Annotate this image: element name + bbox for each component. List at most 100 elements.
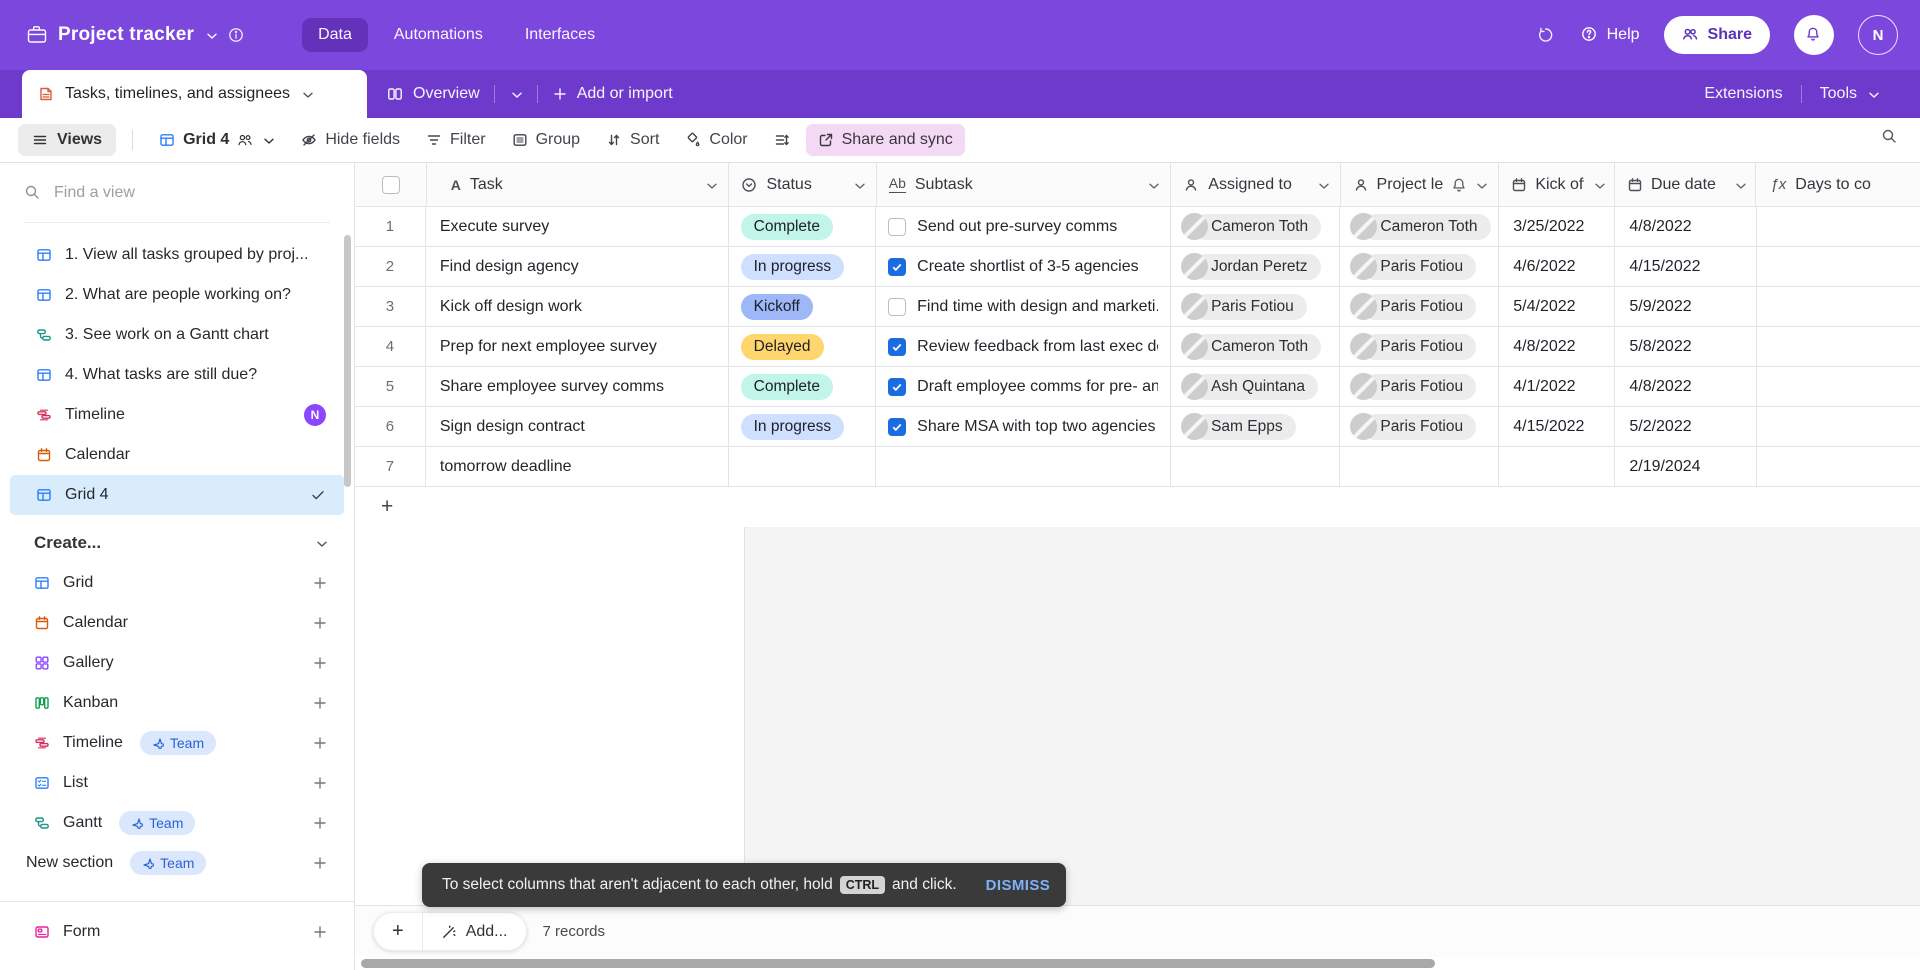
create-section-header[interactable]: Create... xyxy=(34,533,328,553)
select-all-checkbox[interactable] xyxy=(382,175,401,194)
chevron-down-icon[interactable] xyxy=(852,178,866,192)
cell-subtask[interactable]: Create shortlist of 3-5 agencies xyxy=(876,247,1172,287)
create-grid-item[interactable]: Grid xyxy=(0,563,354,603)
create-gallery-item[interactable]: Gallery xyxy=(0,643,354,683)
sidebar-scrollbar[interactable] xyxy=(344,235,351,487)
cell-status[interactable]: Complete xyxy=(728,207,877,247)
cell-assigned-to[interactable]: Paris Fotiou xyxy=(1171,287,1341,327)
table-list-chevron[interactable] xyxy=(495,70,537,118)
notifications-button[interactable] xyxy=(1794,15,1834,55)
history-icon[interactable] xyxy=(1537,25,1557,45)
views-sidebar-toggle[interactable]: Views xyxy=(18,124,117,156)
add-record-button[interactable]: + xyxy=(374,913,422,950)
chevron-down-icon[interactable] xyxy=(1592,178,1606,192)
add-with-ai-button[interactable]: Add... xyxy=(423,913,526,950)
cell-task[interactable]: Execute survey xyxy=(425,207,729,247)
create-gantt-item[interactable]: Gantt Team xyxy=(0,803,354,843)
cell-status[interactable]: Complete xyxy=(728,367,877,407)
cell-kick-off[interactable]: 4/8/2022 xyxy=(1499,327,1616,367)
cell-assigned-to[interactable]: Ash Quintana xyxy=(1171,367,1341,407)
cell-subtask[interactable]: Review feedback from last exec de... xyxy=(876,327,1172,367)
cell-days[interactable] xyxy=(1757,207,1920,247)
plus-icon[interactable] xyxy=(312,775,328,791)
nav-tab-interfaces[interactable]: Interfaces xyxy=(524,26,596,43)
cell-status[interactable]: In progress xyxy=(728,247,877,287)
cell-project-lead[interactable]: Paris Fotiou xyxy=(1340,247,1500,287)
sidebar-view-item[interactable]: 3. See work on a Gantt chart xyxy=(10,315,344,355)
cell-project-lead[interactable]: Paris Fotiou xyxy=(1340,407,1500,447)
subtask-checkbox[interactable] xyxy=(888,217,907,236)
share-and-sync-button[interactable]: Share and sync xyxy=(805,124,965,156)
extensions-button[interactable]: Extensions xyxy=(1704,85,1783,102)
cell-days[interactable] xyxy=(1757,447,1920,487)
cell-status[interactable]: Delayed xyxy=(728,327,877,367)
sidebar-view-item[interactable]: 2. What are people working on? xyxy=(10,275,344,315)
sidebar-view-item[interactable]: 1. View all tasks grouped by proj... xyxy=(10,235,344,275)
add-record-row[interactable]: + xyxy=(355,487,1920,527)
cell-days[interactable] xyxy=(1757,367,1920,407)
help-button[interactable]: Help xyxy=(1581,26,1640,45)
plus-icon[interactable] xyxy=(312,615,328,631)
cell-kick-off[interactable]: 4/15/2022 xyxy=(1499,407,1616,447)
chevron-down-icon[interactable] xyxy=(204,28,218,42)
cell-project-lead[interactable]: Paris Fotiou xyxy=(1340,287,1500,327)
create-calendar-item[interactable]: Calendar xyxy=(0,603,354,643)
cell-due-date[interactable]: 2/19/2024 xyxy=(1615,447,1758,487)
plus-icon[interactable] xyxy=(312,735,328,751)
tools-button[interactable]: Tools xyxy=(1806,85,1894,103)
find-view-input[interactable] xyxy=(54,183,264,202)
column-header-task[interactable]: A Task xyxy=(426,163,730,207)
nav-tab-data[interactable]: Data xyxy=(302,18,368,52)
cell-assigned-to[interactable]: Sam Epps xyxy=(1171,407,1341,447)
cell-subtask[interactable]: Share MSA with top two agencies xyxy=(876,407,1172,447)
cell-assigned-to[interactable] xyxy=(1171,447,1341,487)
plus-icon[interactable] xyxy=(312,855,328,871)
cell-due-date[interactable]: 5/9/2022 xyxy=(1615,287,1758,327)
cell-task[interactable]: Sign design contract xyxy=(425,407,729,447)
create-new-section-item[interactable]: New section Team xyxy=(0,843,354,883)
base-brand[interactable]: Project tracker xyxy=(26,24,244,46)
chevron-down-icon[interactable] xyxy=(1474,178,1488,192)
plus-icon[interactable] xyxy=(312,655,328,671)
sort-button[interactable]: Sort xyxy=(596,125,669,155)
cell-kick-off[interactable]: 5/4/2022 xyxy=(1499,287,1616,327)
share-button[interactable]: Share xyxy=(1663,16,1770,54)
column-header-kick-off[interactable]: Kick off xyxy=(1499,163,1615,207)
cell-due-date[interactable]: 5/2/2022 xyxy=(1615,407,1758,447)
sidebar-view-item[interactable]: Timeline N xyxy=(10,395,344,435)
cell-due-date[interactable]: 4/8/2022 xyxy=(1615,367,1758,407)
cell-status[interactable]: Kickoff xyxy=(728,287,877,327)
cell-subtask[interactable]: Draft employee comms for pre- an... xyxy=(876,367,1172,407)
cell-status[interactable]: In progress xyxy=(728,407,877,447)
cell-assigned-to[interactable]: Jordan Peretz xyxy=(1171,247,1341,287)
cell-days[interactable] xyxy=(1757,247,1920,287)
create-form-item[interactable]: Form xyxy=(0,912,354,952)
search-button[interactable] xyxy=(1881,128,1900,152)
cell-subtask[interactable]: Find time with design and marketi... xyxy=(876,287,1172,327)
create-timeline-item[interactable]: Timeline Team xyxy=(0,723,354,763)
column-header-subtask[interactable]: Ab Subtask xyxy=(876,163,1172,207)
table-tab-active[interactable]: Tasks, timelines, and assignees xyxy=(22,70,367,118)
subtask-checkbox[interactable] xyxy=(888,337,907,356)
color-button[interactable]: Color xyxy=(675,125,757,155)
cell-task[interactable]: Prep for next employee survey xyxy=(425,327,729,367)
chevron-down-icon[interactable] xyxy=(1146,178,1160,192)
chevron-down-icon[interactable] xyxy=(1733,178,1747,192)
subtask-checkbox[interactable] xyxy=(888,377,907,396)
cell-project-lead[interactable]: Paris Fotiou xyxy=(1340,367,1500,407)
cell-days[interactable] xyxy=(1757,327,1920,367)
chevron-down-icon[interactable] xyxy=(704,178,718,192)
plus-icon[interactable] xyxy=(312,815,328,831)
cell-subtask[interactable]: Send out pre-survey comms xyxy=(876,207,1172,247)
nav-tab-automations[interactable]: Automations xyxy=(393,26,483,43)
cell-kick-off[interactable] xyxy=(1499,447,1616,487)
cell-kick-off[interactable]: 4/1/2022 xyxy=(1499,367,1616,407)
cell-due-date[interactable]: 4/15/2022 xyxy=(1615,247,1758,287)
plus-icon[interactable] xyxy=(312,575,328,591)
subtask-checkbox[interactable] xyxy=(888,297,907,316)
cell-project-lead[interactable]: Cameron Toth xyxy=(1340,207,1500,247)
cell-task[interactable]: Kick off design work xyxy=(425,287,729,327)
cell-status[interactable] xyxy=(728,447,877,487)
group-button[interactable]: Group xyxy=(502,125,590,155)
chevron-down-icon[interactable] xyxy=(1316,178,1330,192)
